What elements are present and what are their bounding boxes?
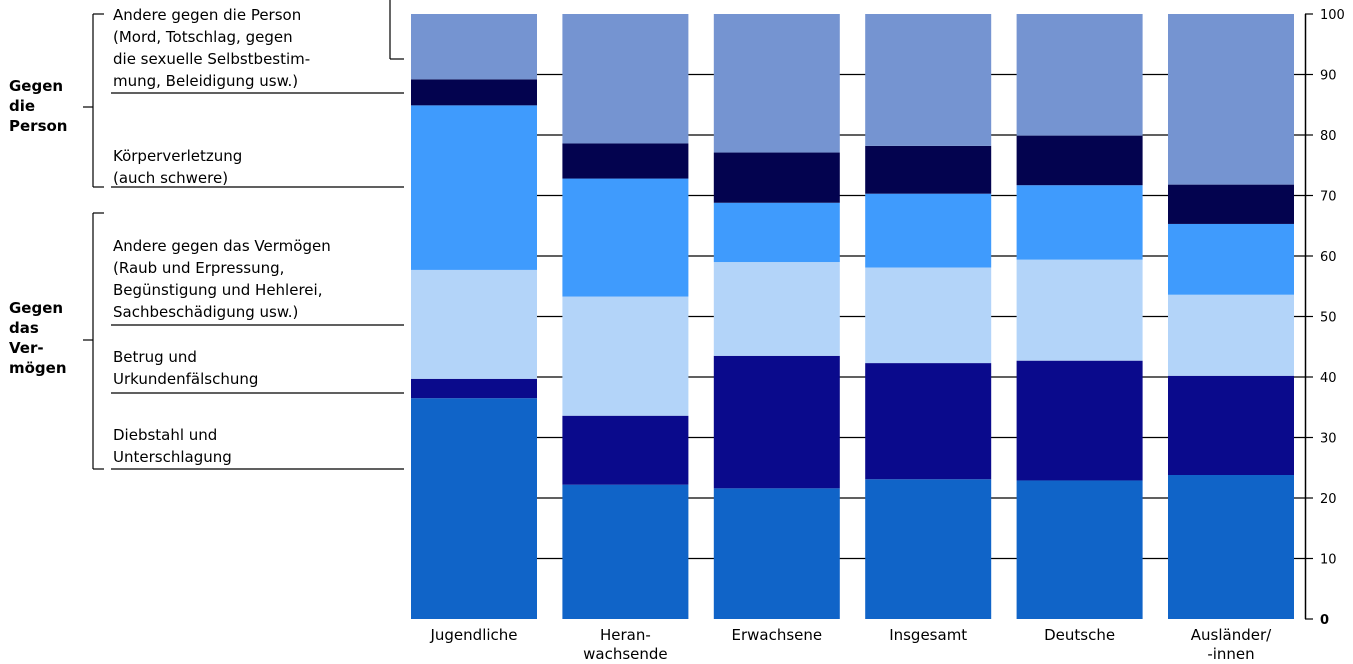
bar-segment <box>1168 223 1294 295</box>
bar-segment <box>1016 185 1143 260</box>
group-label-property: Gegen das Ver- mögen <box>9 299 67 377</box>
bar-segment <box>562 14 689 144</box>
bar-segment <box>411 378 537 399</box>
bar-segment <box>865 267 992 364</box>
bar-segment <box>713 152 840 203</box>
x-tick-label: Jugendliche <box>429 626 517 644</box>
bar-segment <box>713 14 840 153</box>
y-tick-label: 40 <box>1320 371 1337 386</box>
x-tick-labels: Jugendliche Heran-wachsende Erwachsene Insg… <box>429 626 1272 663</box>
y-tick-label: 0 <box>1320 613 1329 628</box>
x-tick-label: Ausländer/-innen <box>1191 626 1272 663</box>
legend-label-theft: Diebstahl und Unterschlagung <box>113 426 232 466</box>
bar-segment <box>562 484 689 619</box>
bar-segment <box>865 14 992 146</box>
legend-label-fraud: Betrug und Urkundenfälschung <box>113 348 259 388</box>
bar-segment <box>562 415 689 485</box>
legend-lines <box>83 0 404 470</box>
bar-segment <box>713 488 840 619</box>
y-tick-label: 20 <box>1320 492 1337 507</box>
y-tick-label: 90 <box>1320 69 1337 84</box>
bar-segment <box>1016 135 1143 186</box>
x-tick-label: Deutsche <box>1044 626 1115 644</box>
bar-segment <box>1168 14 1294 185</box>
bar-segment <box>713 202 840 263</box>
bar-segment <box>411 269 537 379</box>
legend-label-other-property: Andere gegen das Vermögen (Raub und Erpr… <box>113 237 331 321</box>
bar-segment <box>1168 184 1294 224</box>
bar-segment <box>713 262 840 356</box>
x-tick-label: Erwachsene <box>731 626 822 644</box>
bar-segment <box>562 143 689 179</box>
y-tick-label: 30 <box>1320 432 1337 447</box>
bar-segment <box>1016 480 1143 619</box>
x-tick-label: Insgesamt <box>889 626 967 644</box>
y-tick-label: 60 <box>1320 250 1337 265</box>
bar-segment <box>1168 475 1294 619</box>
bar-segment <box>411 398 537 619</box>
y-tick-label: 50 <box>1320 311 1337 326</box>
bar-segment <box>865 479 992 619</box>
legend-label-other-person: Andere gegen die Person (Mord, Totschlag… <box>113 6 311 90</box>
bars <box>411 14 1294 619</box>
bar-segment <box>1168 375 1294 476</box>
bar-segment <box>865 363 992 480</box>
bar-segment <box>865 145 992 194</box>
bar-segment <box>713 355 840 489</box>
group-label-person: Gegen die Person <box>9 77 68 135</box>
y-axis: 0 10 20 30 40 50 60 70 80 90 100 <box>1304 8 1345 628</box>
y-tick-label: 70 <box>1320 190 1337 205</box>
bar-segment <box>1016 259 1143 361</box>
x-tick-label: Heran-wachsende <box>583 626 668 663</box>
bar-segment <box>865 193 992 268</box>
y-tick-label: 10 <box>1320 553 1337 568</box>
bar-segment <box>562 178 689 297</box>
bar-segment <box>1016 14 1143 136</box>
bar-segment <box>1168 294 1294 376</box>
bar-segment <box>411 14 537 80</box>
bar-segment <box>1016 360 1143 481</box>
gridlines <box>411 73 1305 560</box>
bar-segment <box>562 296 689 416</box>
y-tick-label: 100 <box>1320 8 1345 23</box>
legend-label-bodily-harm: Körperverletzung (auch schwere) <box>113 147 243 187</box>
y-tick-label: 80 <box>1320 129 1337 144</box>
bar-segment <box>411 79 537 106</box>
bar-segment <box>411 105 537 270</box>
